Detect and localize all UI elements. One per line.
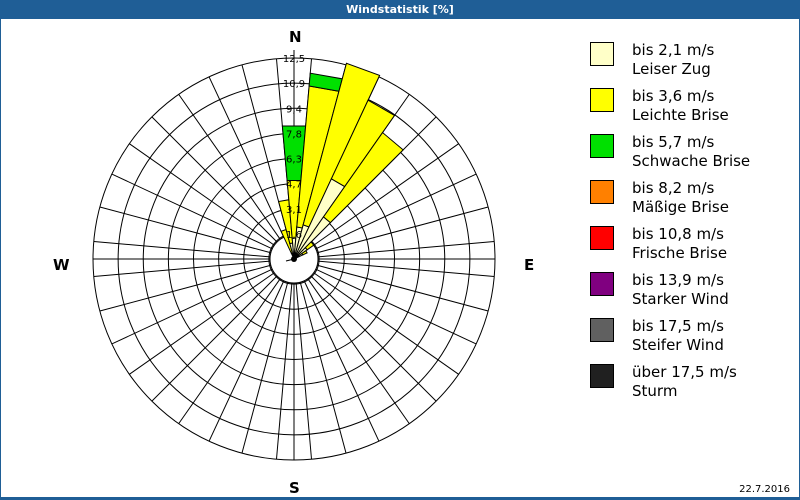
legend-range: bis 5,7 m/s: [632, 133, 715, 151]
legend-swatch: [590, 272, 614, 296]
legend-swatch: [590, 88, 614, 112]
legend-range: bis 3,6 m/s: [632, 87, 715, 105]
legend-swatch: [590, 364, 614, 388]
legend-name: Schwache Brise: [632, 152, 751, 170]
compass-west-label: W: [53, 256, 70, 274]
legend-name: Sturm: [632, 382, 678, 400]
legend-name: Frische Brise: [632, 244, 728, 262]
compass-north-label: N: [289, 28, 302, 46]
legend-range: über 17,5 m/s: [632, 363, 737, 381]
legend-swatch: [590, 134, 614, 158]
radial-tick-label: 7,8: [286, 129, 302, 140]
compass-south-label: S: [289, 479, 300, 497]
legend-range: bis 10,8 m/s: [632, 225, 724, 243]
legend-name: Starker Wind: [632, 290, 729, 308]
radial-tick-label: 10,9: [283, 79, 305, 90]
bottom-border: [0, 497, 800, 500]
radial-tick-label: 12,5: [283, 54, 305, 65]
legend-name: Leichte Brise: [632, 106, 729, 124]
legend-name: Steifer Wind: [632, 336, 724, 354]
legend-range: bis 2,1 m/s: [632, 41, 715, 59]
legend-swatch: [590, 42, 614, 66]
legend-range: bis 8,2 m/s: [632, 179, 715, 197]
radial-tick-label: 1,6: [286, 230, 302, 241]
legend-swatch: [590, 318, 614, 342]
legend-swatch: [590, 180, 614, 204]
radial-tick-label: 4,7: [286, 180, 302, 191]
compass-east-label: E: [524, 256, 535, 274]
window-title: Windstatistik [%]: [0, 0, 800, 19]
legend-range: bis 17,5 m/s: [632, 317, 724, 335]
radial-tick-label: 3,1: [286, 205, 302, 216]
legend-name: Leiser Zug: [632, 60, 711, 78]
date-label: 22.7.2016: [739, 484, 790, 495]
radial-tick-label: 6,3: [286, 155, 302, 166]
legend-swatch: [590, 226, 614, 250]
radial-tick-label: 9,4: [286, 104, 302, 115]
legend-name: Mäßige Brise: [632, 198, 729, 216]
legend-range: bis 13,9 m/s: [632, 271, 724, 289]
